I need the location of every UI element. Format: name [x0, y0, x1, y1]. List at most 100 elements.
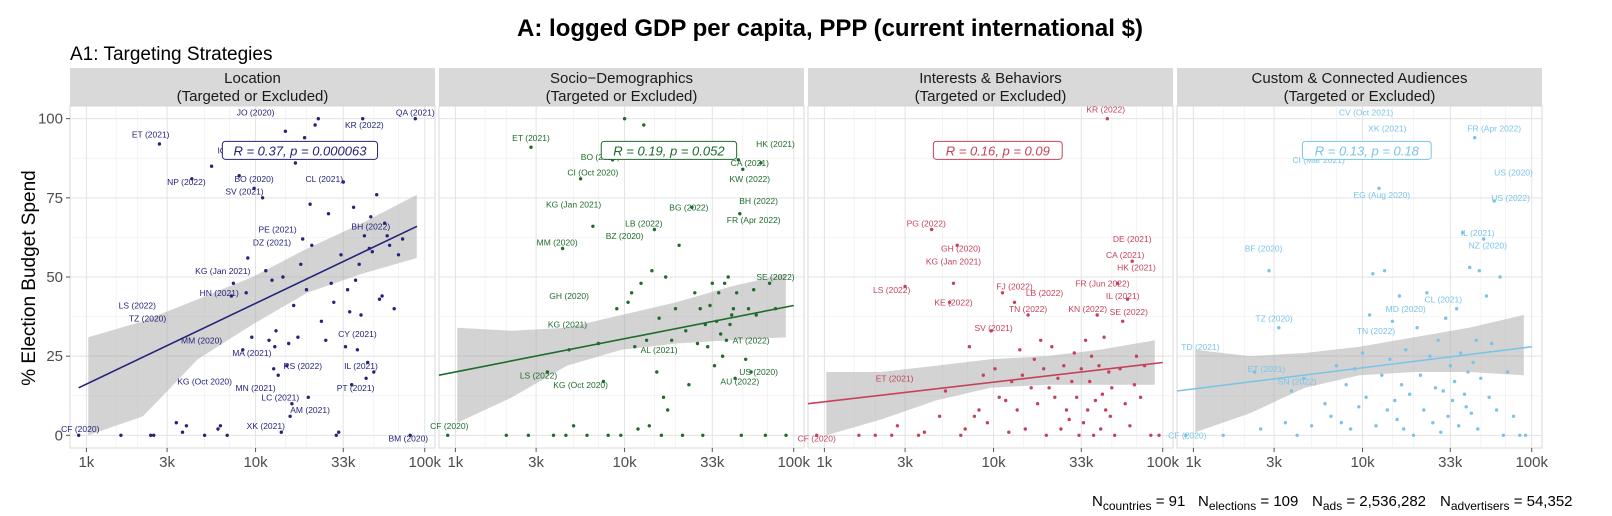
data-point: [1367, 313, 1372, 317]
y-tick-label: 75: [46, 190, 63, 207]
footer-n-elections: Nelections = 109: [1198, 493, 1298, 513]
data-point: [1295, 433, 1299, 437]
data-point: [299, 262, 303, 266]
data-point: [1093, 398, 1098, 403]
data-point: [714, 319, 719, 323]
data-point: [369, 215, 373, 219]
data-point: [763, 433, 768, 437]
data-point: [731, 307, 736, 311]
point-label: BZ (2020): [606, 231, 644, 241]
data-point: [744, 357, 748, 361]
data-point: [639, 281, 643, 285]
data-point: [1157, 433, 1161, 437]
data-point: [1004, 398, 1008, 403]
point-label: IL (2021): [1461, 228, 1495, 238]
data-point: [279, 430, 283, 434]
data-point: [283, 129, 288, 133]
data-point: [174, 421, 178, 425]
x-tick-label: 33k: [331, 454, 356, 471]
data-point: [273, 345, 277, 349]
data-point: [1501, 433, 1506, 437]
data-point: [890, 433, 894, 437]
data-point: [1353, 367, 1357, 371]
data-point: [937, 414, 942, 418]
data-point: [237, 174, 241, 178]
data-point: [246, 256, 250, 260]
data-point: [1385, 408, 1390, 412]
point-label: CF (2020): [61, 424, 99, 434]
data-point: [1399, 383, 1404, 387]
point-label: NZ (2020): [1469, 241, 1507, 251]
data-point: [272, 367, 276, 371]
data-point: [1490, 341, 1494, 346]
data-point: [355, 348, 360, 352]
data-point: [301, 237, 305, 241]
data-point: [225, 433, 229, 437]
x-tick-label: 33k: [1069, 454, 1094, 471]
data-point: [708, 303, 712, 308]
data-point: [1289, 389, 1294, 393]
data-point: [229, 294, 234, 298]
data-point: [1479, 376, 1483, 380]
data-point: [1441, 389, 1446, 393]
point-label: US (2020): [1494, 168, 1533, 178]
data-point: [717, 291, 721, 295]
x-tick-label: 1k: [78, 454, 94, 471]
data-point: [1020, 373, 1025, 377]
data-point: [710, 281, 714, 285]
facet-panel: Custom & Connected Audiences(Targeted or…: [1168, 68, 1548, 471]
data-point: [504, 433, 508, 437]
data-point: [324, 338, 328, 342]
data-point: [578, 177, 583, 181]
data-point: [285, 364, 289, 368]
data-point: [1099, 427, 1103, 431]
data-point: [596, 341, 601, 346]
point-label: KW (2022): [729, 174, 770, 184]
data-point: [244, 291, 248, 295]
point-label: HK (2021): [756, 139, 795, 149]
data-point: [955, 243, 959, 247]
point-label: GH (2020): [941, 244, 981, 254]
data-point: [1455, 307, 1459, 311]
data-point: [1511, 414, 1516, 418]
point-label: SN (2022): [1278, 377, 1317, 387]
chart-subtitle: A1: Targeting Strategies: [70, 44, 272, 65]
data-point: [529, 145, 533, 149]
point-label: CL (2021): [1425, 294, 1463, 304]
point-label: SV (2021): [974, 323, 1012, 333]
point-label: KG (2021): [548, 320, 587, 330]
data-point: [903, 284, 907, 289]
x-tick-label: 10k: [243, 454, 268, 471]
data-point: [735, 291, 739, 295]
point-label: TZ (2020): [1255, 313, 1292, 323]
data-point: [916, 433, 921, 437]
data-point: [209, 164, 214, 168]
data-point: [1498, 275, 1502, 279]
data-point: [1010, 379, 1014, 384]
data-point: [1059, 427, 1063, 431]
data-point: [372, 370, 376, 374]
data-point: [370, 250, 374, 254]
data-point: [1339, 421, 1344, 425]
data-point: [250, 335, 254, 339]
facet-strip-subtitle: (Targeted or Excluded): [177, 88, 329, 105]
data-point: [367, 246, 371, 251]
data-point: [1450, 398, 1455, 403]
point-label: IL (2021): [344, 361, 378, 371]
data-point: [706, 345, 710, 349]
x-tick-label: 100k: [408, 454, 441, 471]
data-point: [413, 117, 417, 121]
data-point: [1458, 351, 1463, 355]
data-point: [997, 395, 1001, 399]
data-point: [1344, 383, 1348, 387]
data-point: [329, 281, 333, 285]
data-point: [673, 307, 678, 311]
data-point: [290, 402, 294, 406]
facet-strip: [439, 68, 804, 106]
point-label: FR (Apr 2022): [1467, 123, 1521, 133]
data-point: [873, 433, 877, 437]
data-point: [1382, 269, 1387, 273]
point-label: NP (2022): [167, 177, 206, 187]
point-label: CF (2020): [1168, 431, 1206, 441]
data-point: [1460, 231, 1465, 235]
